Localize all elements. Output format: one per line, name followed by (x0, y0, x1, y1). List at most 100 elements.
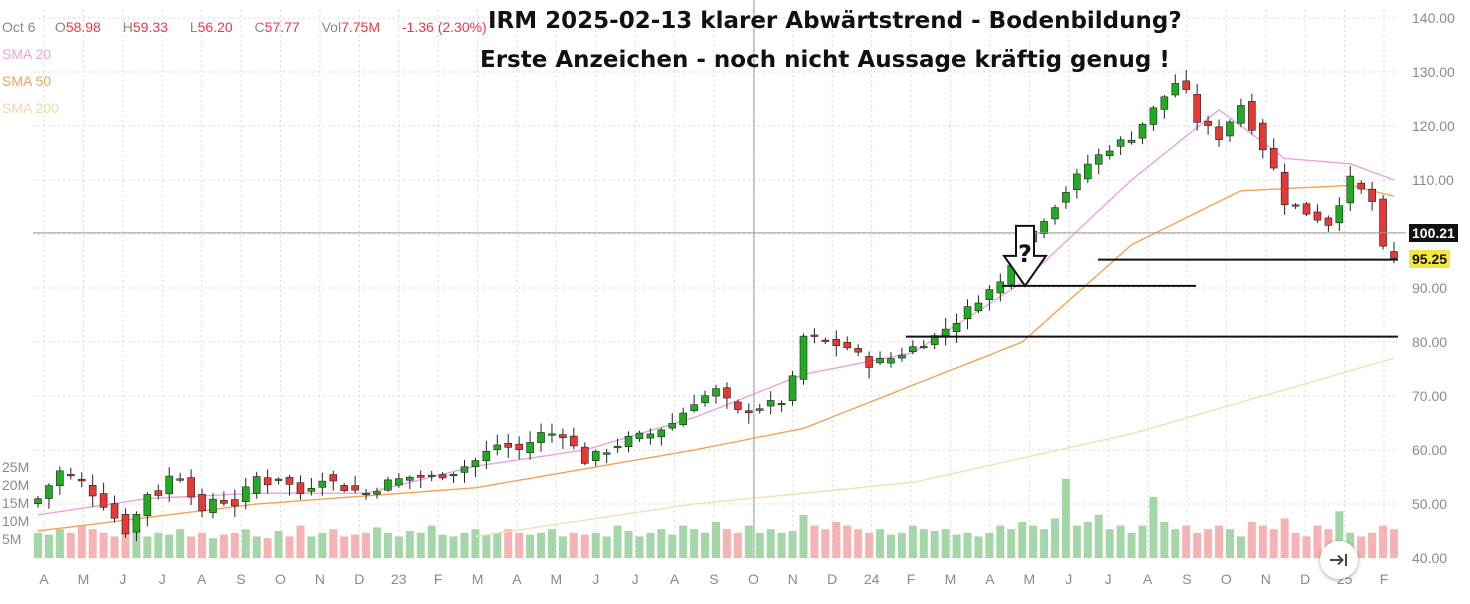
candle-body (406, 476, 414, 481)
candle-body (1204, 120, 1212, 126)
ohlc-vol-value: 7.75M (341, 19, 380, 35)
y-tick-label: 70.00 (1412, 388, 1447, 404)
candle-body (591, 451, 600, 462)
volume-bar (1269, 529, 1278, 558)
sma50-line (37, 184, 1395, 532)
volume-bar (373, 527, 381, 558)
candle-body (209, 498, 217, 513)
volume-bar (1138, 525, 1147, 558)
volume-bar (285, 536, 294, 558)
volume-bar (755, 532, 764, 558)
volume-bar (832, 522, 841, 558)
volume-bar (876, 529, 885, 558)
y-tick-label: 90.00 (1412, 280, 1447, 296)
candle-body (1215, 126, 1223, 140)
volume-bar (219, 534, 228, 558)
volume-bar (121, 531, 130, 558)
volume-bar (1390, 529, 1398, 558)
candle-body (56, 470, 64, 486)
x-tick-label: A (1143, 571, 1153, 587)
volume-bar (821, 529, 830, 558)
candle-body (45, 485, 53, 499)
volume-bar (1204, 529, 1213, 558)
candle-body (241, 486, 250, 502)
candle-body (1258, 122, 1267, 151)
volume-bar (383, 532, 392, 558)
candle-body (362, 492, 370, 496)
candle-body (1390, 251, 1398, 259)
candle-body (1040, 221, 1048, 234)
volume-bar (657, 529, 666, 558)
candle-body (1237, 105, 1245, 124)
sma200-line (475, 357, 1395, 538)
x-tick-label: D (354, 571, 364, 587)
volume-bar (176, 529, 185, 558)
volume-bar (427, 525, 436, 558)
y-tick-label: 130.00 (1412, 64, 1455, 80)
y-tick-label: 80.00 (1412, 334, 1447, 350)
volume-bar (88, 529, 97, 558)
volume-bar (99, 532, 108, 558)
volume-bar (766, 529, 775, 558)
candle-body (854, 348, 862, 353)
ohlc-l-value: 56.20 (197, 19, 233, 35)
x-tick-label: S (709, 571, 718, 587)
x-tick-label: O (275, 571, 286, 587)
volume-bar (1029, 525, 1038, 558)
x-tick-label: A (512, 571, 522, 587)
volume-bar (744, 525, 753, 558)
question-mark-annotation: ? (1018, 240, 1032, 268)
candles (34, 70, 1398, 542)
volume-bar (569, 532, 578, 558)
candle-body (252, 476, 261, 494)
volume-tick-label: 25M (2, 459, 29, 475)
x-tick-label: M (1023, 571, 1035, 587)
legend-sma20[interactable]: SMA 20 (2, 46, 52, 62)
volume-bar (1280, 518, 1289, 558)
volume-bars (34, 478, 1398, 558)
candle-body (963, 306, 972, 320)
candle-body (821, 339, 830, 342)
y-tick-label: 50.00 (1412, 496, 1447, 512)
volume-bar (471, 529, 480, 558)
candle-body (832, 338, 841, 347)
jump-to-latest-button[interactable] (1320, 541, 1358, 579)
legend-sma200[interactable]: SMA 200 (2, 100, 59, 116)
ohlc-date: Oct 6 (2, 19, 36, 35)
legend-sma50[interactable]: SMA 50 (2, 73, 52, 89)
volume-bar (241, 529, 250, 558)
candle-body (952, 322, 961, 333)
volume-tick-label: 15M (2, 495, 29, 511)
candle-body (416, 475, 425, 478)
volume-bar (1061, 478, 1070, 558)
candle-body (318, 480, 327, 488)
candle-body (734, 401, 742, 410)
volume-bar (690, 529, 699, 558)
volume-bar (701, 532, 710, 558)
volume-bar (55, 529, 64, 558)
candle-body (701, 395, 709, 404)
candle-body (1280, 172, 1289, 206)
candle-body (1302, 203, 1311, 215)
candle-body (1248, 100, 1256, 131)
volume-tick-label: 5M (2, 531, 21, 547)
volume-bar (1105, 529, 1114, 558)
volume-bar (580, 534, 589, 558)
ohlc-c-value: 57.77 (264, 19, 300, 35)
candle-body (274, 478, 283, 481)
volume-bar (1368, 532, 1377, 558)
volume-bar (635, 536, 644, 558)
volume-bar (843, 525, 852, 558)
volume-bar (482, 534, 491, 558)
x-tick-label: J (159, 571, 166, 587)
x-tick-label: A (670, 571, 680, 587)
y-tick-label: 140.00 (1412, 10, 1455, 26)
candle-body (88, 485, 97, 497)
candle-body (1313, 211, 1322, 221)
candle-body (974, 302, 983, 312)
candle-body (384, 479, 392, 491)
volume-bar (941, 529, 950, 558)
x-tick-label: O (1221, 571, 1232, 587)
